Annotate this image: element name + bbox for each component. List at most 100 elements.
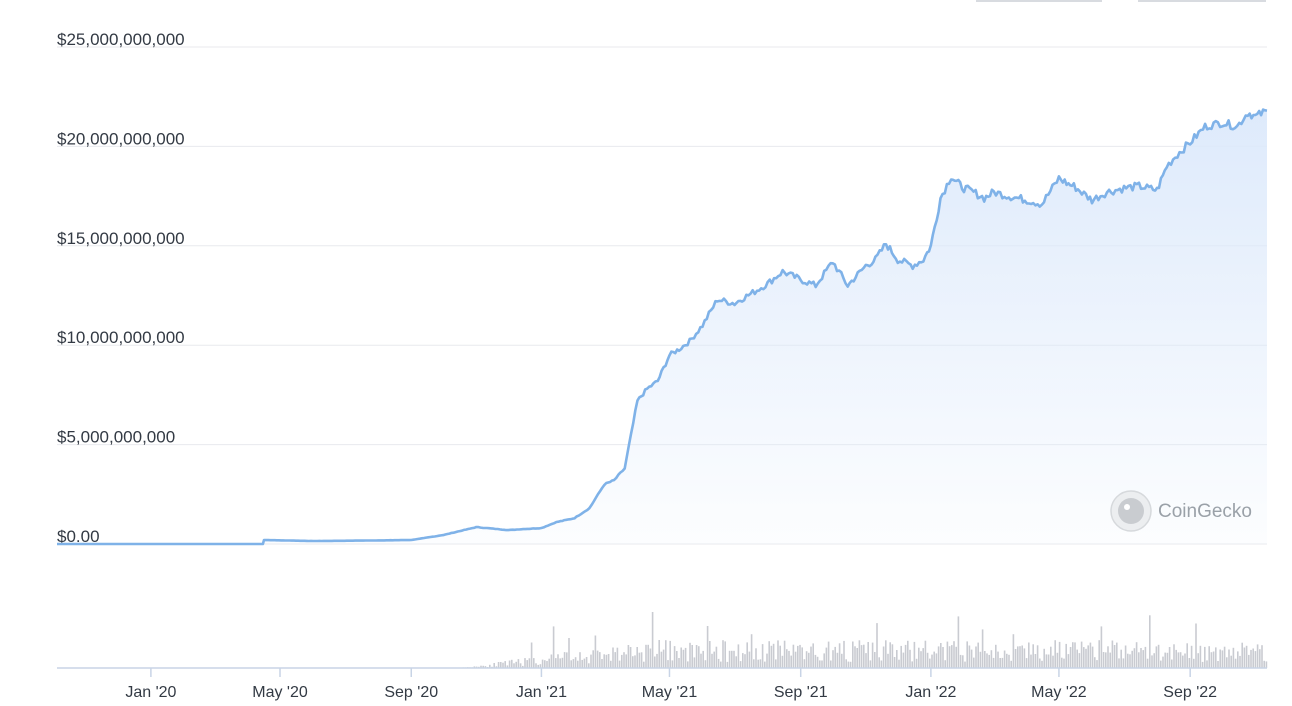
volume-bar xyxy=(473,666,476,668)
volume-bar xyxy=(682,649,685,668)
volume-bar xyxy=(827,641,830,668)
x-tick-label: Jan '22 xyxy=(905,684,956,701)
volume-bar xyxy=(783,640,786,668)
volume-bar xyxy=(1102,652,1105,668)
volume-bar xyxy=(834,646,836,668)
range-button-left[interactable] xyxy=(976,0,1102,2)
volume-bar xyxy=(845,659,847,668)
volume-bar xyxy=(764,661,766,668)
volume-bar xyxy=(759,659,762,668)
volume-bar xyxy=(801,647,803,668)
volume-bar xyxy=(880,660,883,668)
volume-bar xyxy=(1135,642,1138,668)
volume-bar xyxy=(984,651,986,668)
volume-bar xyxy=(1052,655,1054,668)
volume-bar xyxy=(546,661,548,668)
volume-bar xyxy=(1008,654,1010,668)
volume-bar xyxy=(1149,615,1151,668)
volume-bar xyxy=(1142,650,1144,668)
volume-bar xyxy=(1182,655,1184,668)
volume-bar xyxy=(535,663,537,668)
volume-bar xyxy=(889,642,891,668)
volume-bar xyxy=(515,661,517,668)
volume-bar xyxy=(1078,653,1081,668)
volume-bar xyxy=(968,645,971,668)
volume-bar xyxy=(693,657,696,668)
volume-bar xyxy=(977,642,979,668)
volume-bar xyxy=(691,645,693,668)
volume-bar xyxy=(995,644,997,668)
volume-bar xyxy=(603,654,605,668)
x-axis: Jan '20 May '20 Sep '20 Jan '21 May '21 Sep '… xyxy=(57,667,1267,701)
x-tick-label: May '20 xyxy=(252,684,308,701)
y-tick-label: $10,000,000,000 xyxy=(57,328,185,347)
volume-bar xyxy=(731,650,733,668)
volume-bar xyxy=(1175,649,1177,668)
volume-bar xyxy=(541,659,544,668)
volume-bar xyxy=(933,651,935,668)
volume-bar xyxy=(1006,653,1008,668)
volume-bar xyxy=(726,661,729,668)
volume-bar xyxy=(819,660,821,668)
volume-bar xyxy=(856,648,858,668)
volume-bar xyxy=(715,646,718,668)
volume-bar xyxy=(821,660,823,668)
volume-bar xyxy=(1245,645,1248,668)
series-area-fill xyxy=(57,109,1267,544)
volume-bar xyxy=(999,658,1001,668)
volume-bar xyxy=(1243,647,1246,668)
volume-bar xyxy=(1228,649,1230,668)
volume-bar xyxy=(913,641,916,668)
volume-bar xyxy=(629,647,632,668)
volume-bar xyxy=(1177,652,1180,668)
volume-bar xyxy=(1208,646,1210,668)
volume-bar xyxy=(1212,651,1215,668)
volume-bar xyxy=(1041,660,1043,668)
volume-bar xyxy=(1160,660,1162,668)
volume-bar xyxy=(1171,659,1173,668)
volume-bar xyxy=(799,644,801,668)
y-axis-ticks: $0.00 $5,000,000,000 $10,000,000,000 $15,00… xyxy=(57,30,185,546)
volume-bar xyxy=(1173,644,1175,668)
volume-bar xyxy=(1166,652,1169,668)
volume-bar xyxy=(860,645,863,668)
volume-bar xyxy=(640,652,643,668)
volume-bar xyxy=(1096,660,1098,668)
volume-bar xyxy=(909,649,911,668)
volume-bar xyxy=(1210,652,1213,668)
volume-bar xyxy=(722,640,724,668)
volume-bar xyxy=(618,660,621,668)
volume-bar xyxy=(1234,658,1237,668)
volume-bar xyxy=(942,647,944,668)
volume-bar xyxy=(517,659,520,668)
volume-bar xyxy=(808,652,810,668)
volume-bar xyxy=(555,658,557,668)
volume-bar xyxy=(632,656,634,668)
volume-bar xyxy=(792,644,795,668)
volume-bar xyxy=(1050,646,1052,668)
volume-bar xyxy=(583,658,586,668)
volume-bar xyxy=(1217,661,1219,668)
volume-bar xyxy=(832,650,834,668)
volume-bar xyxy=(997,651,999,668)
volume-bar xyxy=(1219,649,1221,668)
volume-bar xyxy=(1061,657,1063,668)
volume-bar xyxy=(814,654,817,668)
volume-bar xyxy=(970,649,973,668)
volume-bar xyxy=(957,616,960,668)
volume-bar xyxy=(643,661,645,668)
volume-bar xyxy=(920,651,922,668)
volume-bar xyxy=(1239,655,1241,668)
gecko-eye-icon xyxy=(1124,504,1130,510)
volume-bar xyxy=(623,652,625,668)
range-button-right[interactable] xyxy=(1138,0,1266,2)
volume-bar xyxy=(871,642,874,668)
volume-bar xyxy=(500,662,502,668)
volume-bar xyxy=(1023,648,1026,668)
volume-bar xyxy=(849,661,852,668)
volume-bar xyxy=(1157,644,1160,668)
volume-bar xyxy=(698,646,700,668)
volume-bar xyxy=(733,650,735,668)
volume-bar xyxy=(1201,661,1204,668)
volume-bar xyxy=(634,655,636,668)
